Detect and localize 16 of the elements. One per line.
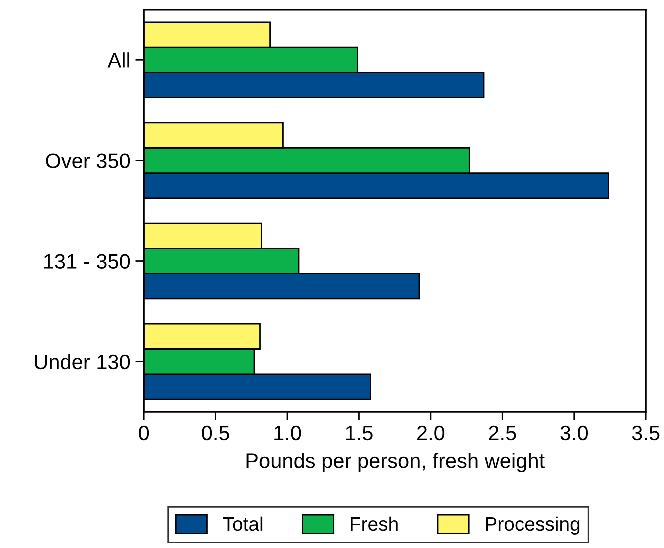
- x-tick-label: 3.0: [560, 426, 588, 441]
- x-tick-label: 1.5: [346, 426, 373, 441]
- x-tick-label: 0: [139, 426, 150, 441]
- legend-label: Fresh: [351, 516, 398, 532]
- x-tick-label: 3.5: [632, 426, 660, 441]
- y-tick-label: All: [108, 52, 130, 68]
- x-tick-label: 2.5: [489, 426, 516, 441]
- x-tick-label: 1.0: [274, 426, 302, 441]
- y-tick-label: 131 - 350: [44, 254, 130, 270]
- y-tick-label: Over 350: [46, 154, 130, 168]
- x-tick-label: 2.0: [418, 426, 445, 441]
- x-axis-title: Pounds per person, fresh weight: [246, 453, 545, 472]
- y-tick-label: Under 130: [35, 354, 130, 370]
- legend-label: Processing: [486, 516, 580, 535]
- x-tick-label: 0.5: [202, 426, 230, 441]
- legend-label: Total: [223, 516, 263, 532]
